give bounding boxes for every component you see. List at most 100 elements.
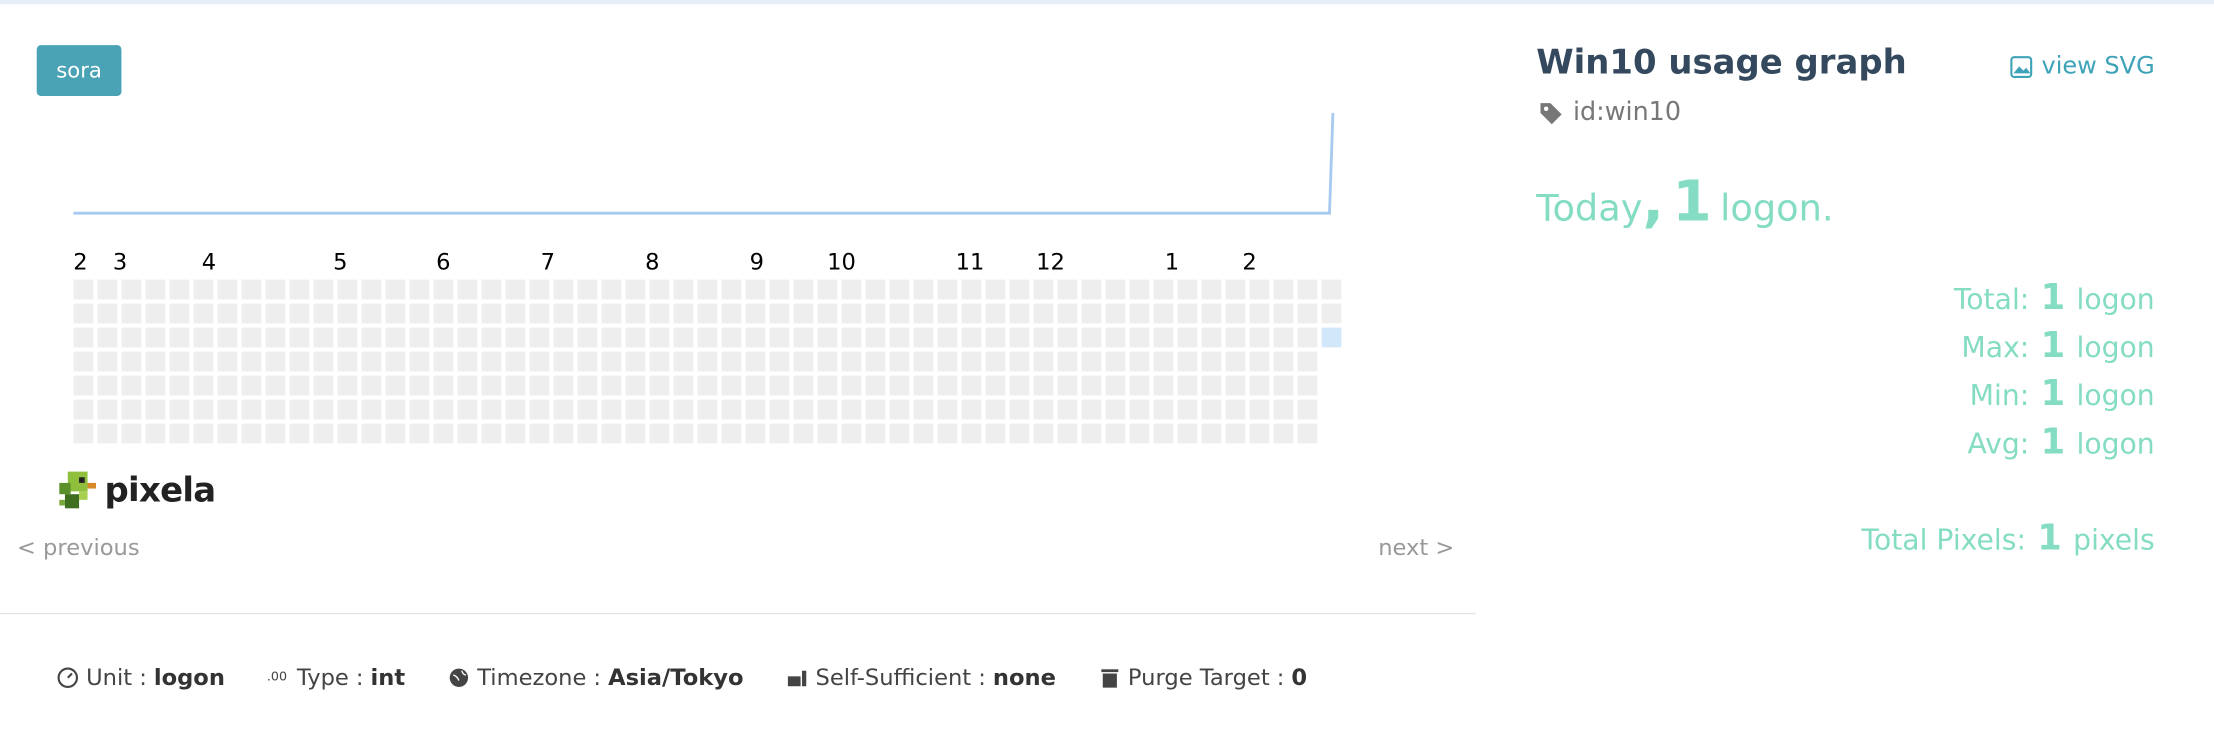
- pixel-cell: [937, 279, 958, 300]
- pixel-cell: [553, 279, 574, 300]
- pixel-cell: [313, 375, 334, 396]
- pixel-cell: [217, 375, 238, 396]
- pixel-cell: [433, 303, 454, 324]
- previous-link[interactable]: < previous: [16, 533, 140, 561]
- pixel-cell: [985, 375, 1006, 396]
- pixel-cell: [553, 303, 574, 324]
- stat-value: 1: [2037, 516, 2062, 558]
- pixel-cell: [313, 279, 334, 300]
- pixel-cell: [1153, 399, 1174, 420]
- pixel-cell: [841, 399, 862, 420]
- pixel-cell: [937, 423, 958, 444]
- pixel-cell: [577, 351, 598, 372]
- pixel-cell: [193, 423, 214, 444]
- pixel-cell: [913, 423, 934, 444]
- footer-separator: :: [139, 663, 147, 691]
- pixel-cell: [889, 423, 910, 444]
- user-button[interactable]: sora: [36, 45, 122, 97]
- pixel-cell: [529, 375, 550, 396]
- pixel-cell: [529, 327, 550, 348]
- pixel-cell: [745, 303, 766, 324]
- pixel-cell: [1177, 375, 1198, 396]
- pixel-cell: [169, 423, 190, 444]
- stat-value: 1: [2040, 372, 2066, 414]
- pixel-cell: [73, 375, 94, 396]
- logo[interactable]: pixela: [56, 469, 216, 511]
- pixel-cell: [817, 279, 838, 300]
- pixel-cell: [241, 423, 262, 444]
- pixel-cell: [241, 399, 262, 420]
- pixel-cell: [217, 327, 238, 348]
- footer-value: logon: [153, 663, 225, 691]
- pixel-cell: [985, 399, 1006, 420]
- pixel-cell: [913, 375, 934, 396]
- pixel-cell: [985, 303, 1006, 324]
- view-svg-link[interactable]: view SVG: [2009, 52, 2155, 80]
- footer-value: Asia/Tokyo: [608, 663, 744, 691]
- top-border: [0, 0, 2214, 5]
- pixel-cell: [1009, 423, 1030, 444]
- month-label: 8: [645, 250, 659, 276]
- footer-label: Self-Sufficient: [815, 663, 972, 691]
- pixel-cell: [1009, 327, 1030, 348]
- footer-value: none: [992, 663, 1056, 691]
- stat-value: 1: [2040, 420, 2066, 462]
- pixel-cell: [673, 399, 694, 420]
- pixel-cell: [985, 423, 1006, 444]
- pixel-cell: [385, 399, 406, 420]
- pixel-cell: [1249, 303, 1270, 324]
- pixel-cell: [1129, 423, 1150, 444]
- pixel-cell: [1201, 375, 1222, 396]
- pixel-cell: [1033, 399, 1054, 420]
- footer-icon: .00: [267, 668, 287, 683]
- pixel-cell: [385, 279, 406, 300]
- pixel-cell: [841, 351, 862, 372]
- pixel-cell: [121, 327, 142, 348]
- pixel-cell: [625, 303, 646, 324]
- pixel-cell: [1033, 279, 1054, 300]
- stat-unit: pixels: [2073, 522, 2155, 557]
- pixel-cell: [817, 399, 838, 420]
- pixel-cell: [1153, 327, 1174, 348]
- pixel-cell: [553, 375, 574, 396]
- pixel-cell: [409, 423, 430, 444]
- pixel-cell: [697, 303, 718, 324]
- footer-item: Unit: logon: [56, 663, 225, 691]
- pixel-cell: [601, 423, 622, 444]
- pixel-cell: [145, 351, 166, 372]
- month-label: 6: [436, 250, 450, 276]
- pixel-cell: [721, 279, 742, 300]
- pixel-cell: [265, 327, 286, 348]
- pixel-cell: [1129, 351, 1150, 372]
- next-link[interactable]: next >: [1378, 533, 1455, 561]
- pixel-cell: [193, 351, 214, 372]
- pixel-cell: [1153, 351, 1174, 372]
- pixel-cell: [1249, 327, 1270, 348]
- pixel-cell: [1201, 351, 1222, 372]
- pixel-cell: [1177, 423, 1198, 444]
- pixel-cell: [337, 303, 358, 324]
- pixel-cell: [337, 399, 358, 420]
- pixel-cell: [1177, 327, 1198, 348]
- pixel-cell: [625, 375, 646, 396]
- pixel-cell: [817, 423, 838, 444]
- pixel-cell: [1081, 279, 1102, 300]
- month-label: 3: [113, 250, 127, 276]
- pixel-cell: [169, 279, 190, 300]
- pixel-cell: [553, 399, 574, 420]
- pixel-cell: [721, 375, 742, 396]
- month-label: 5: [333, 250, 347, 276]
- pixel-cell: [385, 375, 406, 396]
- pixel-cell: [937, 351, 958, 372]
- month-label: 1: [1165, 250, 1179, 276]
- pixel-cell: [1297, 351, 1318, 372]
- pixel-cell: [457, 375, 478, 396]
- pixel-cell: [385, 303, 406, 324]
- view-svg-text[interactable]: view SVG: [2041, 52, 2155, 81]
- pixel-cell: [793, 303, 814, 324]
- month-label: 12: [1036, 250, 1065, 276]
- pixel-cell: [1105, 399, 1126, 420]
- pixel-cell: [241, 279, 262, 300]
- pixel-cell: [817, 327, 838, 348]
